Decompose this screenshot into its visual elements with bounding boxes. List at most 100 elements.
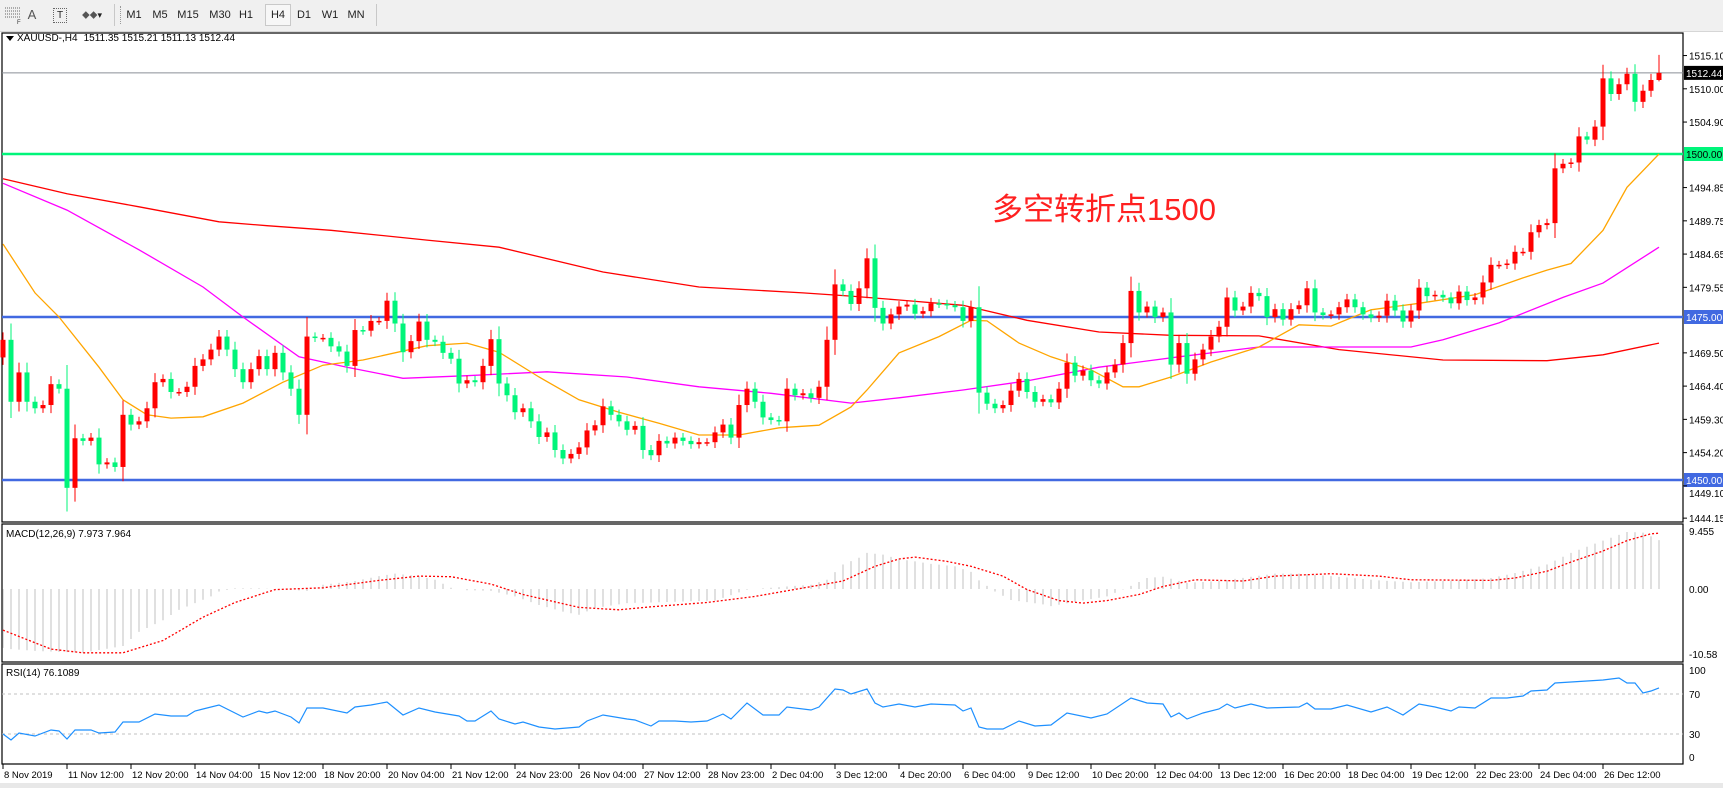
candle-body-up — [720, 424, 726, 433]
candle-body-up — [1080, 370, 1086, 376]
candle-body-up — [192, 365, 198, 387]
candle — [1264, 288, 1270, 326]
candle — [1488, 257, 1494, 290]
candle — [624, 415, 630, 436]
candle — [1576, 127, 1582, 172]
time-axis-label: 20 Nov 04:00 — [388, 770, 445, 781]
timeframe-m15[interactable]: M15 — [177, 9, 199, 21]
candle-body-up — [1336, 307, 1342, 315]
level-badge — [1684, 310, 1723, 324]
candle — [16, 362, 22, 412]
timeframe-m5[interactable]: M5 — [152, 9, 168, 21]
candle-body-up — [304, 336, 310, 415]
candle — [1080, 365, 1086, 381]
rsi-line — [2, 677, 1660, 741]
candle — [424, 314, 430, 348]
candle-body-up — [824, 339, 830, 387]
candle — [40, 400, 46, 413]
timeframe-h1[interactable]: H1 — [238, 9, 254, 21]
candle — [504, 377, 510, 402]
candle — [696, 437, 702, 449]
price-axis-label: 1464.40 — [1689, 382, 1723, 393]
candle — [88, 433, 94, 446]
candle-body-down — [504, 383, 510, 396]
candle-body-down — [1352, 299, 1358, 308]
candle-body-up — [1208, 336, 1214, 350]
candle-body-up — [184, 386, 190, 392]
shapes-dropdown-button[interactable]: ⬥⬥▾ — [78, 5, 106, 25]
candle — [936, 299, 942, 309]
candle-body-down — [1280, 309, 1286, 320]
candle-body-down — [1312, 288, 1318, 313]
timeframe-w1[interactable]: W1 — [321, 9, 339, 21]
ohlc-label: 1511.35 1515.21 1511.13 1512.44 — [84, 33, 236, 44]
price-axis-label: 1494.85 — [1689, 184, 1723, 195]
candle-body-up — [72, 438, 78, 488]
candle-body-down — [624, 421, 630, 430]
candle — [848, 284, 854, 311]
price-axis-label: 1454.20 — [1689, 449, 1723, 460]
candle — [1232, 290, 1238, 317]
candle — [64, 364, 70, 512]
candle-body-up — [816, 386, 822, 398]
time-axis-label: 10 Dec 20:00 — [1092, 770, 1149, 781]
toolbar-grip[interactable] — [120, 6, 124, 24]
candle — [1288, 303, 1294, 326]
candle-body-up — [696, 442, 702, 445]
rsi-pane[interactable] — [1, 663, 1684, 765]
candle-body-up — [1240, 306, 1246, 311]
annotation-text: 多空转折点1500 — [992, 192, 1216, 227]
candle-body-down — [944, 303, 950, 306]
candle-body-up — [1216, 326, 1222, 337]
text-label-tool-button[interactable]: T — [52, 5, 68, 25]
timeframe-d1[interactable]: D1 — [296, 9, 312, 21]
candle — [824, 326, 830, 401]
candle — [464, 375, 470, 389]
timeframe-m1[interactable]: M1 — [126, 9, 142, 21]
macd-pane[interactable] — [1, 523, 1684, 663]
candle — [864, 248, 870, 299]
timeframe-mn[interactable]: MN — [347, 9, 365, 21]
candle-body-up — [1536, 225, 1542, 233]
candle — [1592, 120, 1598, 147]
text-tool-button[interactable]: A — [27, 7, 37, 22]
candle — [1248, 286, 1254, 314]
candle-body-down — [760, 401, 766, 418]
candle-body-down — [232, 349, 238, 370]
candle-body-up — [568, 453, 574, 459]
candle — [208, 343, 214, 366]
candle-body-up — [1552, 168, 1558, 224]
candle — [1616, 78, 1622, 100]
timeframe-m30[interactable]: M30 — [209, 9, 231, 21]
candle-body-down — [984, 392, 990, 404]
candle — [1632, 64, 1638, 112]
candle — [1600, 64, 1606, 141]
candle — [1640, 84, 1646, 108]
candle-body-down — [648, 450, 654, 456]
main-pane[interactable] — [1, 32, 1684, 523]
candle-body-up — [1544, 223, 1550, 226]
candle — [240, 362, 246, 389]
candle — [592, 420, 598, 436]
candle — [1448, 292, 1454, 309]
fibonacci-fan-icon[interactable]: F — [2, 5, 26, 26]
candle — [312, 332, 318, 343]
candle-body-up — [1144, 306, 1150, 313]
collapse-triangle-icon[interactable] — [6, 36, 14, 41]
candle — [216, 330, 222, 357]
candle-body-down — [776, 420, 782, 422]
candle-body-up — [920, 311, 926, 314]
candle-body-up — [1472, 297, 1478, 301]
candle — [1136, 282, 1142, 321]
candle-body-up — [1568, 162, 1574, 164]
candle-body-up — [1456, 291, 1462, 304]
candle-body-up — [1296, 305, 1302, 310]
candle — [1072, 356, 1078, 383]
candle-body-up — [584, 430, 590, 448]
rsi-axis-label: 0 — [1689, 753, 1695, 764]
candle — [1224, 287, 1230, 337]
candle — [648, 445, 654, 461]
timeframe-h4[interactable]: H4 — [265, 4, 291, 26]
candle — [144, 401, 150, 428]
